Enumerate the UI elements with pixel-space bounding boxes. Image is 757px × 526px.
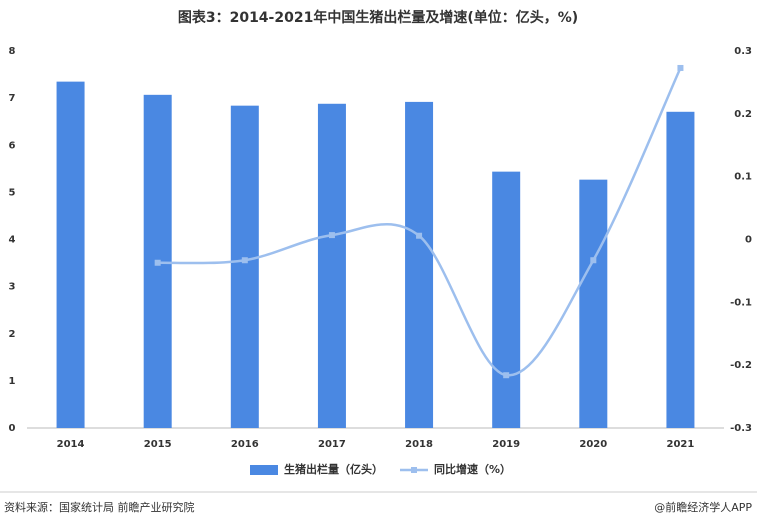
y2-tick-label: 0.1: [734, 172, 752, 183]
growth-marker: [154, 259, 161, 266]
y-tick-label: 1: [9, 376, 16, 387]
legend-label: 同比增速（%）: [434, 462, 511, 476]
y2-tick-label: -0.3: [730, 423, 752, 434]
source: 资料来源：国家统计局 前瞻产业研究院: [4, 500, 195, 514]
legend-label: 生猪出栏量（亿头）: [284, 462, 383, 476]
y-tick-label: 5: [9, 187, 16, 198]
y2-tick-label: -0.2: [730, 360, 752, 371]
x-tick-label: 2014: [57, 439, 85, 450]
x-tick-label: 2015: [144, 439, 172, 450]
credit: @前瞻经济学人APP: [654, 500, 752, 514]
y2-tick-label: 0: [745, 235, 752, 246]
growth-marker: [503, 372, 510, 379]
bar: [666, 111, 695, 428]
y2-tick-label: 0.2: [734, 109, 752, 120]
x-tick-label: 2017: [318, 439, 346, 450]
x-tick-label: 2021: [667, 439, 695, 450]
bar: [579, 179, 608, 428]
bar: [317, 103, 346, 428]
y-tick-label: 6: [9, 140, 16, 151]
bar: [492, 171, 521, 428]
legend-swatch: [250, 465, 278, 475]
y-tick-label: 8: [9, 46, 16, 57]
growth-marker: [590, 257, 597, 264]
y-tick-label: 4: [9, 235, 16, 246]
y2-tick-label: -0.1: [730, 297, 752, 308]
legend-swatch-marker: [411, 467, 417, 473]
x-tick-label: 2020: [579, 439, 607, 450]
y-tick-label: 7: [9, 93, 16, 104]
bar: [405, 101, 434, 429]
chart-title: 图表3：2014-2021年中国生猪出栏量及增速(单位：亿头，%): [178, 9, 578, 26]
y2-tick-label: 0.3: [734, 46, 752, 57]
y-tick-label: 3: [9, 282, 16, 293]
bar: [56, 81, 85, 428]
bar: [230, 105, 259, 428]
growth-marker: [328, 232, 335, 239]
growth-marker: [241, 257, 248, 264]
growth-marker: [677, 64, 684, 71]
growth-line: [157, 67, 682, 377]
x-tick-label: 2016: [231, 439, 259, 450]
y-tick-label: 2: [9, 329, 16, 340]
x-tick-label: 2018: [405, 439, 433, 450]
x-tick-label: 2019: [492, 439, 520, 450]
y-tick-label: 0: [9, 423, 16, 434]
growth-marker: [416, 232, 423, 239]
